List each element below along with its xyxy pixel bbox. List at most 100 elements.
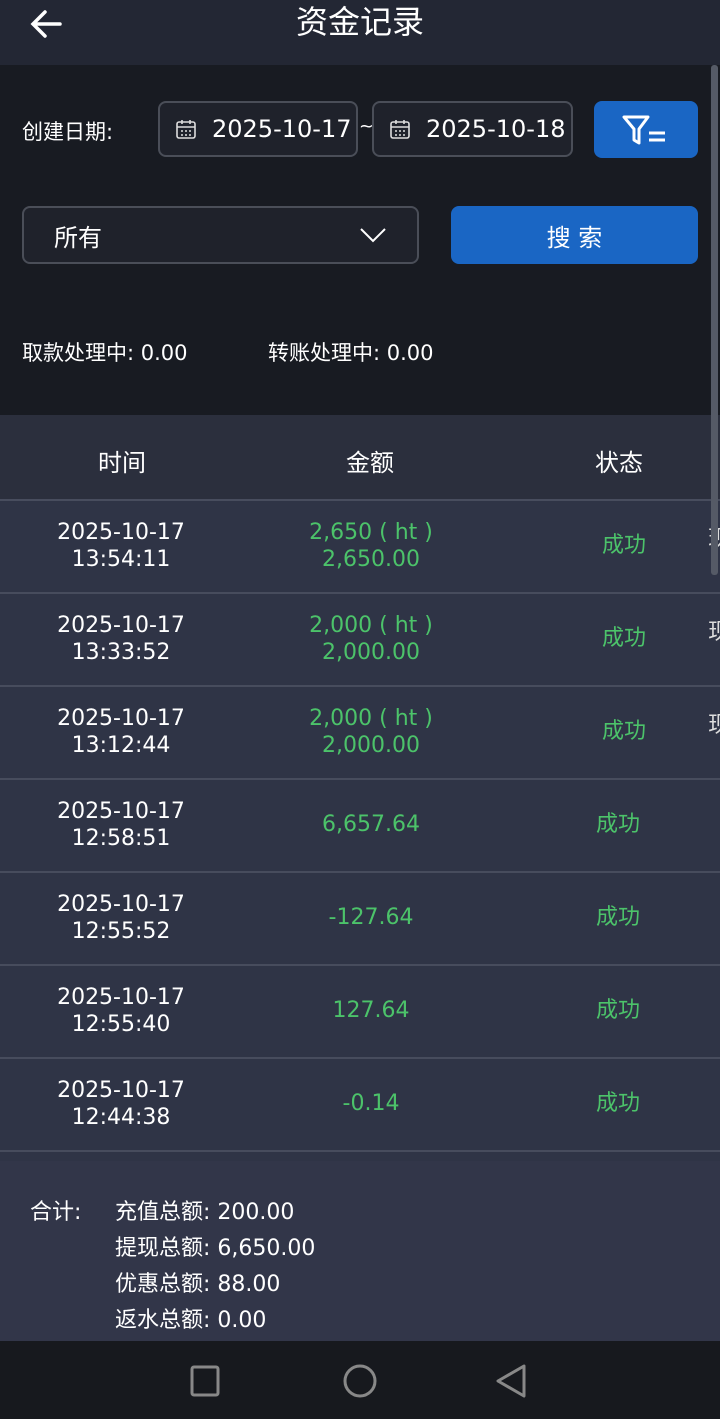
- recent-apps-icon[interactable]: [189, 1365, 221, 1397]
- system-nav-bar: [0, 1341, 720, 1419]
- record-date: 2025-10-17: [57, 1078, 185, 1103]
- table-row[interactable]: 2025-10-17: [0, 1152, 720, 1161]
- calendar-icon: [390, 120, 410, 139]
- record-amount: 2,000 ( ht ) 2,000.00: [309, 612, 433, 666]
- date-label: 创建日期:: [22, 120, 114, 144]
- record-status: 成功: [595, 1091, 641, 1116]
- calendar-icon: [176, 120, 196, 139]
- summary-item-label: 优惠总额:: [115, 1272, 211, 1297]
- record-datetime: 2025-10-17 12:55:52: [57, 891, 185, 945]
- filter-icon: [622, 115, 665, 144]
- withdraw-pending-label: 取款处理中:: [22, 341, 135, 365]
- transfer-pending: 转账处理中: 0.00: [268, 337, 434, 367]
- record-datetime: 2025-10-17 12:44:38: [57, 1077, 185, 1131]
- transfer-pending-label: 转账处理中:: [268, 341, 381, 365]
- record-date: 2025-10-17: [57, 799, 185, 824]
- summary-item: 充值总额: 200.00: [115, 1194, 294, 1226]
- type-select-value: 所有: [54, 223, 102, 252]
- summary-item: 优惠总额: 88.00: [115, 1266, 280, 1298]
- summary-label: 合计:: [30, 1200, 82, 1225]
- summary-item-value: 0.00: [217, 1308, 267, 1333]
- record-amount: 2,000 ( ht ) 2,000.00: [309, 705, 433, 759]
- records-table[interactable]: 2025-10-17 13:54:11 2,650 ( ht ) 2,650.00 成功…: [0, 501, 720, 1161]
- record-amount: 6,657.64: [322, 811, 420, 838]
- start-date-field[interactable]: 2025-10-17: [158, 101, 358, 157]
- table-row[interactable]: 2025-10-17 13:12:44 2,000 ( ht ) 2,000.00 成功…: [0, 687, 720, 780]
- home-icon[interactable]: [342, 1363, 378, 1399]
- transfer-pending-value: 0.00: [386, 341, 434, 365]
- record-amount: 127.64: [333, 997, 410, 1024]
- record-datetime: 2025-10-17 13:33:52: [57, 612, 185, 666]
- record-datetime: 2025-10-17 12:55:40: [57, 984, 185, 1038]
- summary-item-label: 提现总额:: [115, 1236, 211, 1261]
- date-separator: ~: [359, 116, 375, 137]
- record-amount-primary: -0.14: [342, 1091, 400, 1116]
- table-row[interactable]: 2025-10-17 12:55:52 -127.64 成功: [0, 873, 720, 966]
- record-date: 2025-10-17: [57, 613, 185, 638]
- table-row[interactable]: 2025-10-17 13:54:11 2,650 ( ht ) 2,650.00 成功…: [0, 501, 720, 594]
- app-header: 资金记录: [0, 0, 720, 65]
- page-title: 资金记录: [295, 3, 424, 41]
- summary-item-label: 充值总额:: [115, 1200, 211, 1225]
- record-status: 成功: [595, 998, 641, 1023]
- summary-item-value: 200.00: [217, 1200, 295, 1225]
- record-date: 2025-10-17: [57, 985, 185, 1010]
- record-time: 13:54:11: [71, 547, 171, 572]
- record-amount-secondary: 2,000.00: [322, 640, 420, 665]
- back-icon[interactable]: [494, 1363, 528, 1399]
- table-row[interactable]: 2025-10-17 12:58:51 6,657.64 成功: [0, 780, 720, 873]
- end-date-value: 2025-10-18: [426, 115, 566, 143]
- record-amount-primary: 6,657.64: [322, 812, 420, 837]
- record-amount: -0.14: [343, 1090, 400, 1117]
- summary-item-label: 返水总额:: [115, 1308, 211, 1333]
- record-time: 12:58:51: [71, 826, 171, 851]
- record-amount-primary: -127.64: [328, 905, 414, 930]
- back-arrow-icon[interactable]: [28, 6, 64, 49]
- record-type-clipped: 现: [708, 713, 720, 738]
- end-date-field[interactable]: 2025-10-18: [372, 101, 573, 157]
- record-time: 12:44:38: [71, 1105, 171, 1130]
- summary-item: 返水总额: 0.00: [115, 1302, 266, 1334]
- record-time: 12:55:52: [71, 919, 171, 944]
- column-time: 时间: [98, 449, 146, 477]
- record-time: 13:12:44: [71, 733, 171, 758]
- table-row[interactable]: 2025-10-17 12:44:38 -0.14 成功: [0, 1059, 720, 1152]
- record-date: 2025-10-17: [57, 520, 185, 545]
- record-amount-secondary: 2,000.00: [322, 733, 420, 758]
- record-status: 成功: [601, 626, 647, 651]
- record-amount: 2,650 ( ht ) 2,650.00: [309, 519, 433, 573]
- column-status: 状态: [595, 449, 643, 477]
- record-status: 成功: [601, 719, 647, 744]
- withdraw-pending: 取款处理中: 0.00: [22, 337, 188, 367]
- record-time: 12:55:40: [71, 1012, 171, 1037]
- table-row[interactable]: 2025-10-17 13:33:52 2,000 ( ht ) 2,000.00 成功…: [0, 594, 720, 687]
- record-datetime: 2025-10-17 13:54:11: [57, 519, 185, 573]
- record-time: 13:33:52: [71, 640, 171, 665]
- record-amount-secondary: 2,650.00: [322, 547, 420, 572]
- record-amount: -127.64: [329, 904, 414, 931]
- record-type-clipped: 现: [708, 620, 720, 645]
- record-date: 2025-10-17: [57, 706, 185, 731]
- summary-item-value: 88.00: [217, 1272, 281, 1297]
- column-amount: 金额: [346, 449, 394, 477]
- search-button[interactable]: 搜 索: [451, 206, 698, 264]
- table-row[interactable]: 2025-10-17 12:55:40 127.64 成功: [0, 966, 720, 1059]
- withdraw-pending-value: 0.00: [140, 341, 188, 365]
- record-status: 成功: [595, 812, 641, 837]
- summary-panel: 合计: 充值总额: 200.00 提现总额: 6,650.00 优惠总额: 88.0…: [0, 1161, 720, 1341]
- record-date: 2025-10-17: [57, 892, 185, 917]
- scrollbar[interactable]: [711, 65, 718, 575]
- summary-item: 提现总额: 6,650.00: [115, 1230, 315, 1262]
- record-datetime: 2025-10-17 12:58:51: [57, 798, 185, 852]
- summary-item-value: 6,650.00: [217, 1236, 316, 1261]
- record-status: 成功: [601, 533, 647, 558]
- record-status: 成功: [595, 905, 641, 930]
- record-amount-primary: 127.64: [332, 998, 410, 1023]
- record-datetime: 2025-10-17 13:12:44: [57, 705, 185, 759]
- chevron-down-icon: [360, 228, 386, 243]
- type-select[interactable]: 所有: [22, 206, 419, 264]
- record-amount-primary: 2,650 ( ht ): [309, 520, 433, 545]
- record-amount-primary: 2,000 ( ht ): [309, 706, 433, 731]
- table-header: 时间 金额 状态: [0, 415, 720, 501]
- filter-button[interactable]: [594, 101, 698, 158]
